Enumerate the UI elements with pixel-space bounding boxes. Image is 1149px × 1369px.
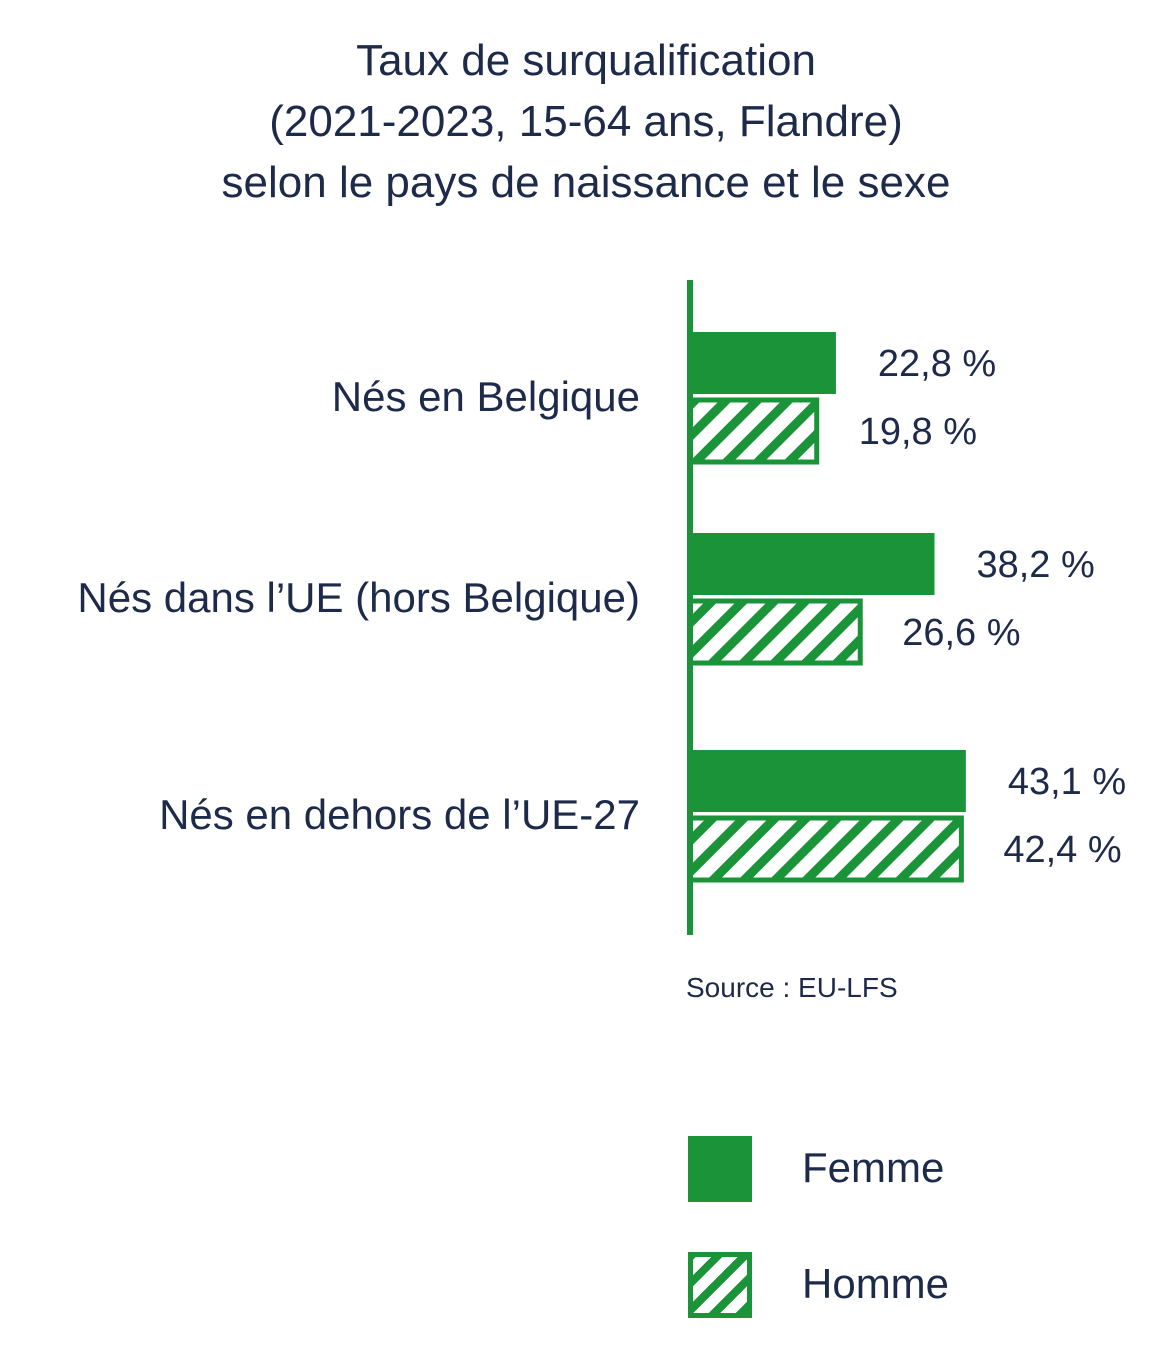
value-label: 26,6 % xyxy=(902,612,1020,654)
bar-homme xyxy=(687,598,863,666)
value-label: 42,4 % xyxy=(1003,829,1121,871)
legend-label-homme: Homme xyxy=(802,1260,950,1307)
category-label: Nés en Belgique xyxy=(332,373,640,420)
legend-swatch-solid xyxy=(688,1136,752,1202)
bar-homme xyxy=(687,815,964,883)
value-label: 43,1 % xyxy=(1008,761,1126,803)
value-label: 19,8 % xyxy=(859,411,977,453)
chart-title: Taux de surqualification (2021-2023, 15-… xyxy=(0,30,1149,213)
title-line-1: Taux de surqualification xyxy=(356,36,816,85)
value-label: 38,2 % xyxy=(976,544,1094,586)
value-label: 22,8 % xyxy=(878,343,996,385)
category-label: Nés dans l’UE (hors Belgique) xyxy=(77,574,640,621)
bar-femme xyxy=(690,332,836,394)
title-line-2: (2021-2023, 15-64 ans, Flandre) xyxy=(269,97,903,146)
bar-femme xyxy=(690,533,935,595)
title-line-3: selon le pays de naissance et le sexe xyxy=(221,158,951,207)
source-note: Source : EU-LFS xyxy=(686,972,898,1003)
bar-femme xyxy=(690,750,966,812)
category-label: Nés en dehors de l’UE-27 xyxy=(159,791,640,838)
legend-swatch-hatched xyxy=(688,1252,752,1318)
bar-homme xyxy=(687,397,820,465)
legend-label-femme: Femme xyxy=(802,1144,945,1191)
